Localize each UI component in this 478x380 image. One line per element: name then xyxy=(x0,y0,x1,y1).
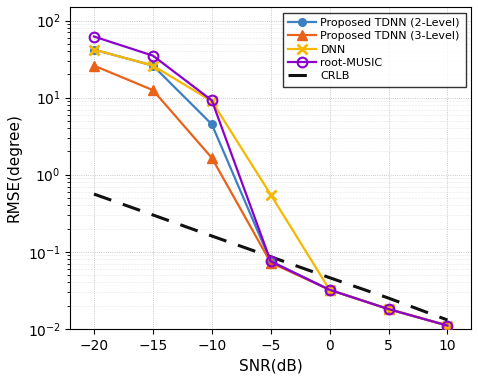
Proposed TDNN (2-Level) xyxy=(91,47,97,52)
Y-axis label: RMSE(degree): RMSE(degree) xyxy=(7,113,22,222)
root-MUSIC xyxy=(209,98,215,103)
Proposed TDNN (3-Level) xyxy=(268,260,273,265)
DNN xyxy=(445,323,450,328)
CRLB xyxy=(91,192,97,196)
DNN xyxy=(386,307,391,311)
root-MUSIC xyxy=(150,53,156,58)
Proposed TDNN (3-Level) xyxy=(209,155,215,160)
Line: CRLB: CRLB xyxy=(94,194,447,320)
DNN xyxy=(327,288,333,292)
DNN xyxy=(150,63,156,68)
DNN xyxy=(268,192,273,197)
Line: root-MUSIC: root-MUSIC xyxy=(89,32,452,331)
Proposed TDNN (2-Level) xyxy=(327,288,333,292)
Proposed TDNN (2-Level) xyxy=(268,259,273,264)
Proposed TDNN (3-Level) xyxy=(150,88,156,92)
root-MUSIC xyxy=(327,288,333,292)
root-MUSIC xyxy=(386,307,391,311)
CRLB xyxy=(386,296,391,301)
Proposed TDNN (3-Level) xyxy=(445,323,450,328)
CRLB xyxy=(327,276,333,280)
root-MUSIC xyxy=(268,259,273,264)
CRLB xyxy=(209,234,215,238)
Line: Proposed TDNN (2-Level): Proposed TDNN (2-Level) xyxy=(90,46,451,329)
Line: DNN: DNN xyxy=(89,45,452,331)
Proposed TDNN (2-Level) xyxy=(150,63,156,68)
CRLB xyxy=(268,255,273,259)
root-MUSIC xyxy=(445,323,450,328)
X-axis label: SNR(dB): SNR(dB) xyxy=(239,358,303,373)
Proposed TDNN (3-Level) xyxy=(386,307,391,311)
Line: Proposed TDNN (3-Level): Proposed TDNN (3-Level) xyxy=(89,61,452,330)
Proposed TDNN (2-Level) xyxy=(209,122,215,127)
DNN xyxy=(209,99,215,103)
Proposed TDNN (2-Level) xyxy=(445,323,450,328)
Legend: Proposed TDNN (2-Level), Proposed TDNN (3-Level), DNN, root-MUSIC, CRLB: Proposed TDNN (2-Level), Proposed TDNN (… xyxy=(282,13,466,87)
CRLB xyxy=(445,318,450,322)
CRLB xyxy=(150,213,156,217)
Proposed TDNN (3-Level) xyxy=(91,63,97,68)
DNN xyxy=(91,47,97,52)
Proposed TDNN (3-Level) xyxy=(327,288,333,292)
Proposed TDNN (2-Level) xyxy=(386,307,391,311)
root-MUSIC xyxy=(91,34,97,39)
